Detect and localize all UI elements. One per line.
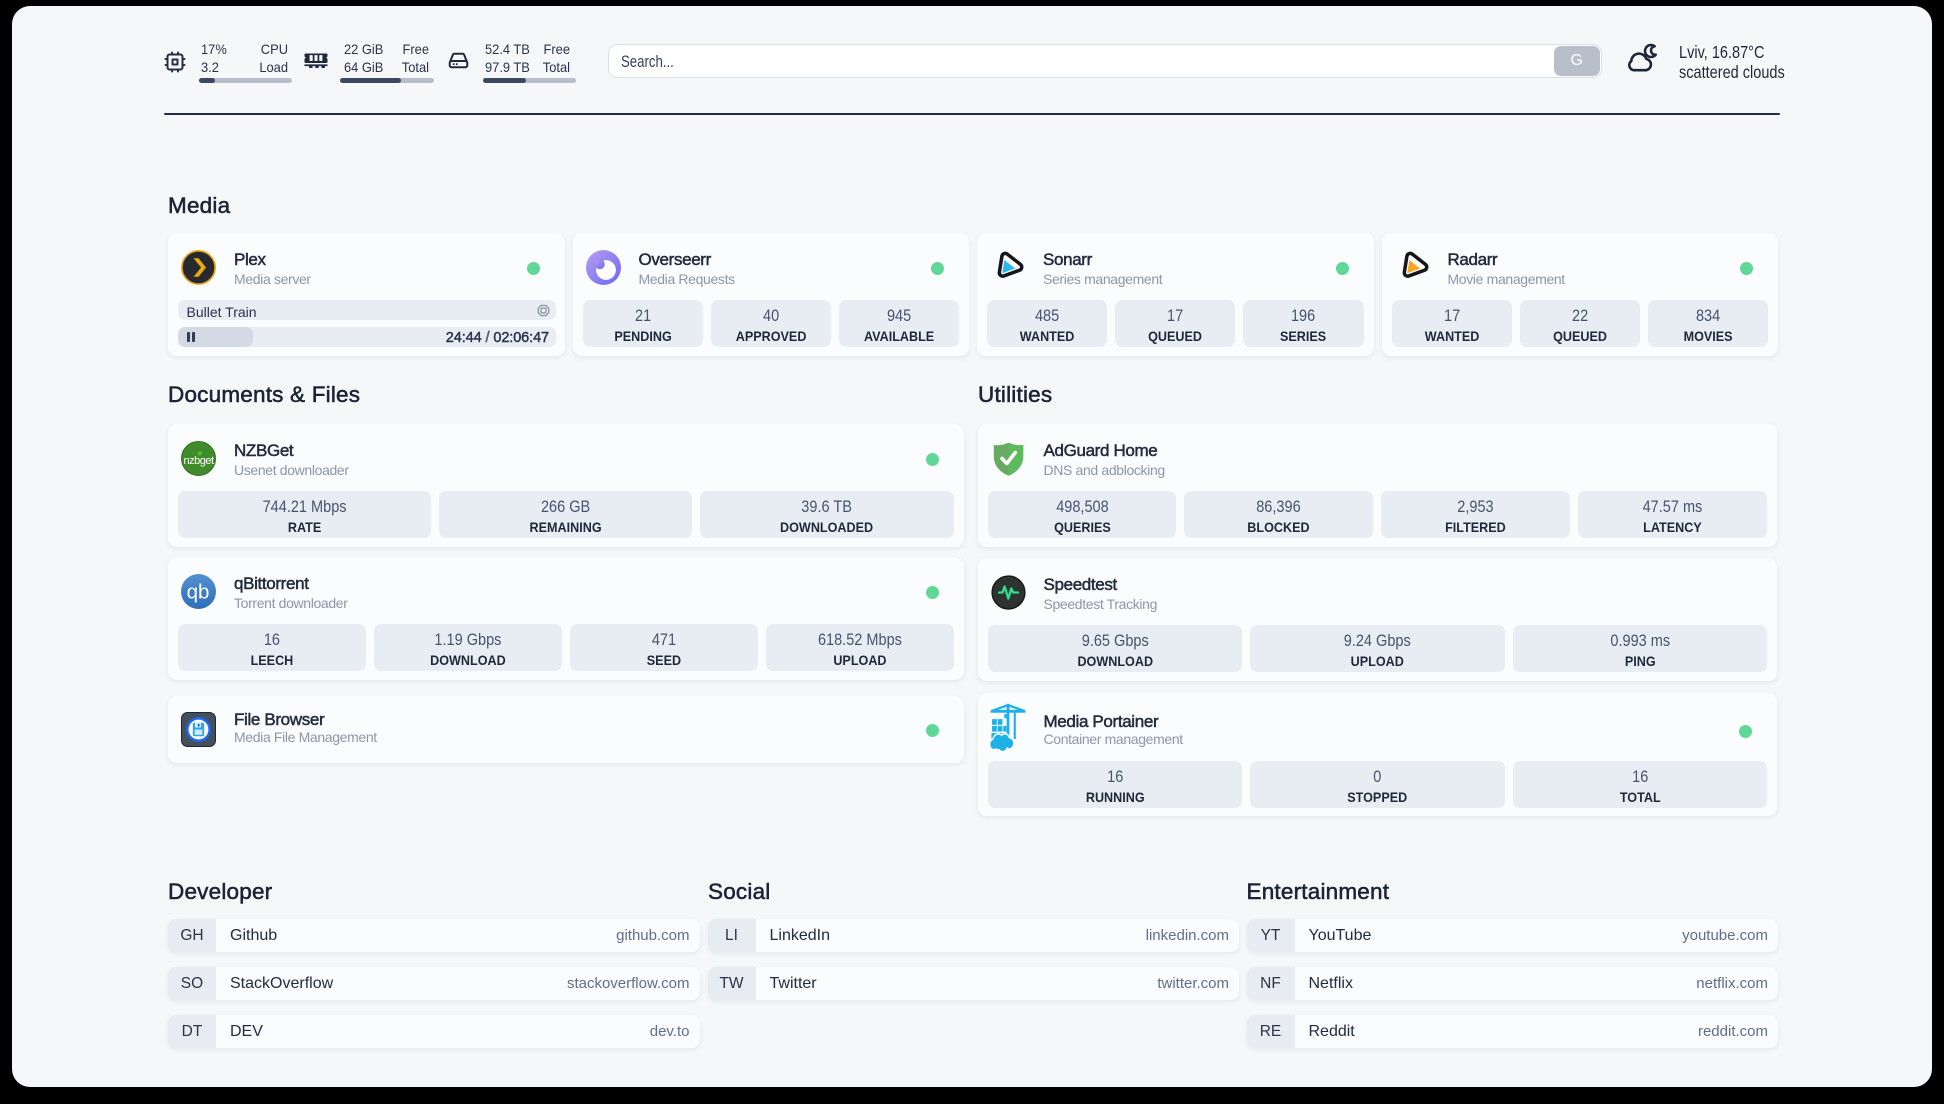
svg-text:nzbget: nzbget — [183, 454, 213, 466]
svg-text:qb: qb — [187, 580, 210, 603]
